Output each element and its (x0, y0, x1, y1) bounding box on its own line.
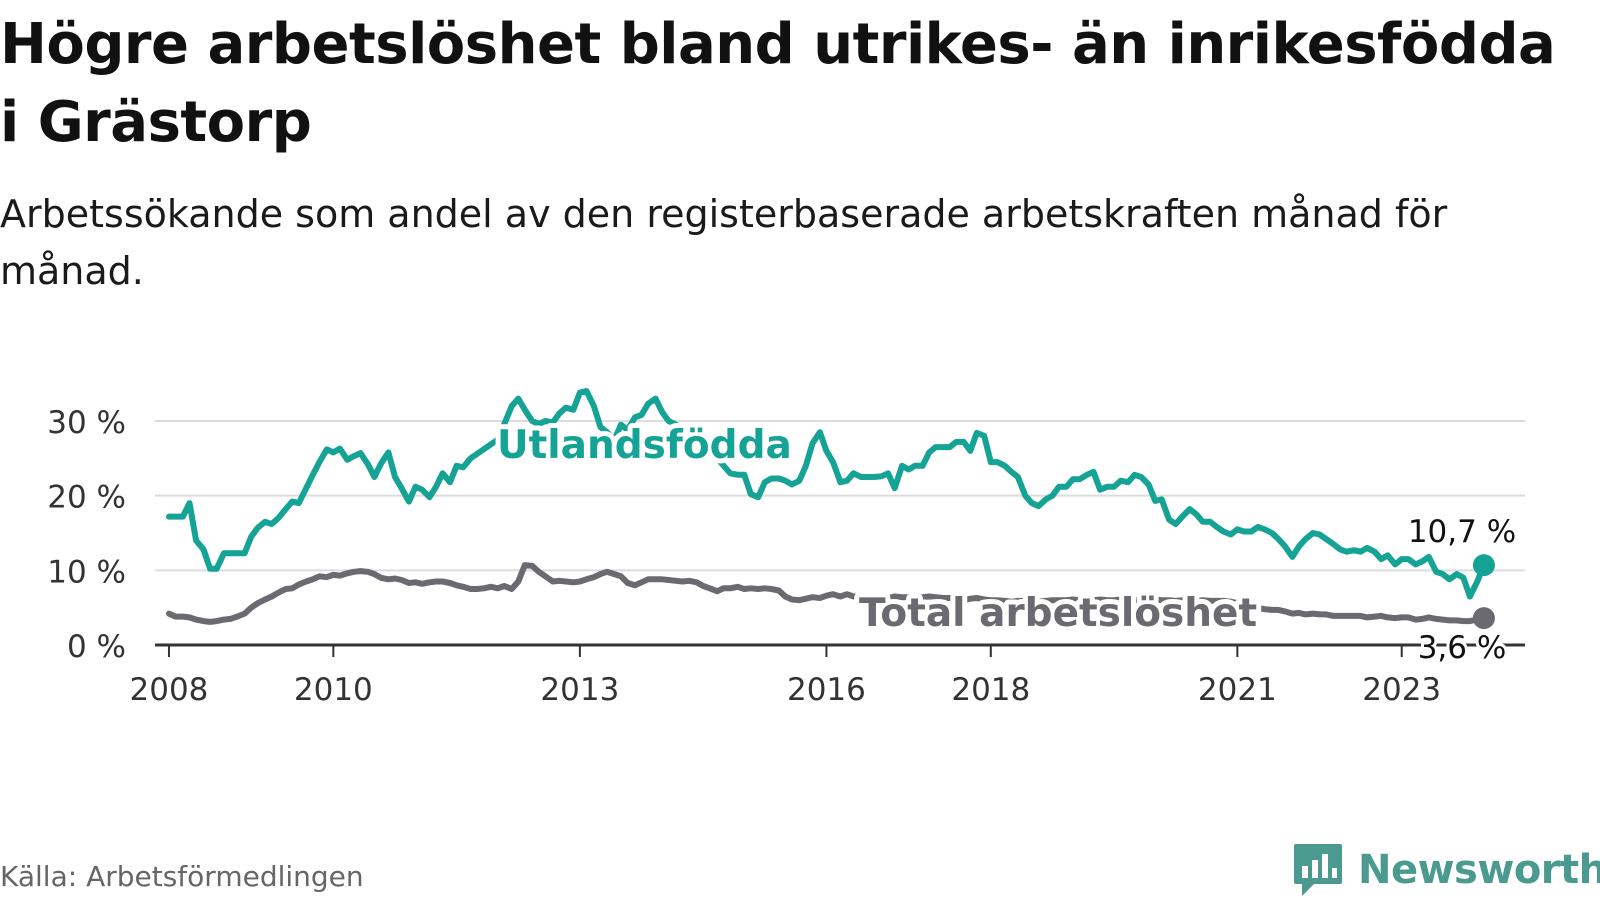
series-lines (166, 388, 1495, 630)
y-tick-label: 30 % (47, 405, 126, 441)
x-tick-label: 2018 (951, 672, 1030, 708)
brand-name: Newsworthy (1358, 847, 1600, 893)
y-tick-label: 10 % (47, 554, 126, 590)
x-tick-label: 2021 (1198, 672, 1277, 708)
x-tick-label: 2013 (540, 672, 619, 708)
brand-logo[interactable]: Newsworthy (1292, 842, 1600, 898)
y-tick-label: 0 % (67, 629, 126, 665)
end-label-utlandsfodda: 10,7 % (1408, 514, 1516, 550)
source-note: Källa: Arbetsförmedlingen (0, 860, 364, 893)
series-label-total: Total arbetslöshet (859, 591, 1257, 636)
y-axis-ticks: 0 % 10 % 20 % 30 % (47, 405, 126, 665)
x-axis-ticks: 2008 2010 2013 2016 2018 2021 2023 (130, 645, 1441, 708)
series-labels: Utlandsfödda Total arbetslöshet 10,7 % 3,6 … (492, 418, 1519, 669)
end-point-utlandsfodda (1472, 554, 1495, 577)
series-label-utlandsfodda: Utlandsfödda (497, 423, 792, 468)
x-tick-label: 2008 (130, 672, 209, 708)
end-label-total: 3,6 % (1418, 630, 1507, 666)
x-tick-label: 2023 (1362, 672, 1441, 708)
gridlines (155, 420, 1525, 647)
x-tick-label: 2010 (294, 672, 373, 708)
series-line-utlandsfodda (166, 388, 1487, 600)
chart-subtitle: Arbetssökande som andel av den registerb… (0, 192, 1448, 293)
x-tick-label: 2016 (787, 672, 866, 708)
chart-title: Högre arbetslöshet bland utrikes- än inr… (0, 12, 1556, 155)
newsworthy-logo-icon (1294, 844, 1342, 896)
series-line-total (166, 562, 1487, 625)
end-point-total (1472, 607, 1495, 630)
y-tick-label: 20 % (47, 480, 126, 516)
